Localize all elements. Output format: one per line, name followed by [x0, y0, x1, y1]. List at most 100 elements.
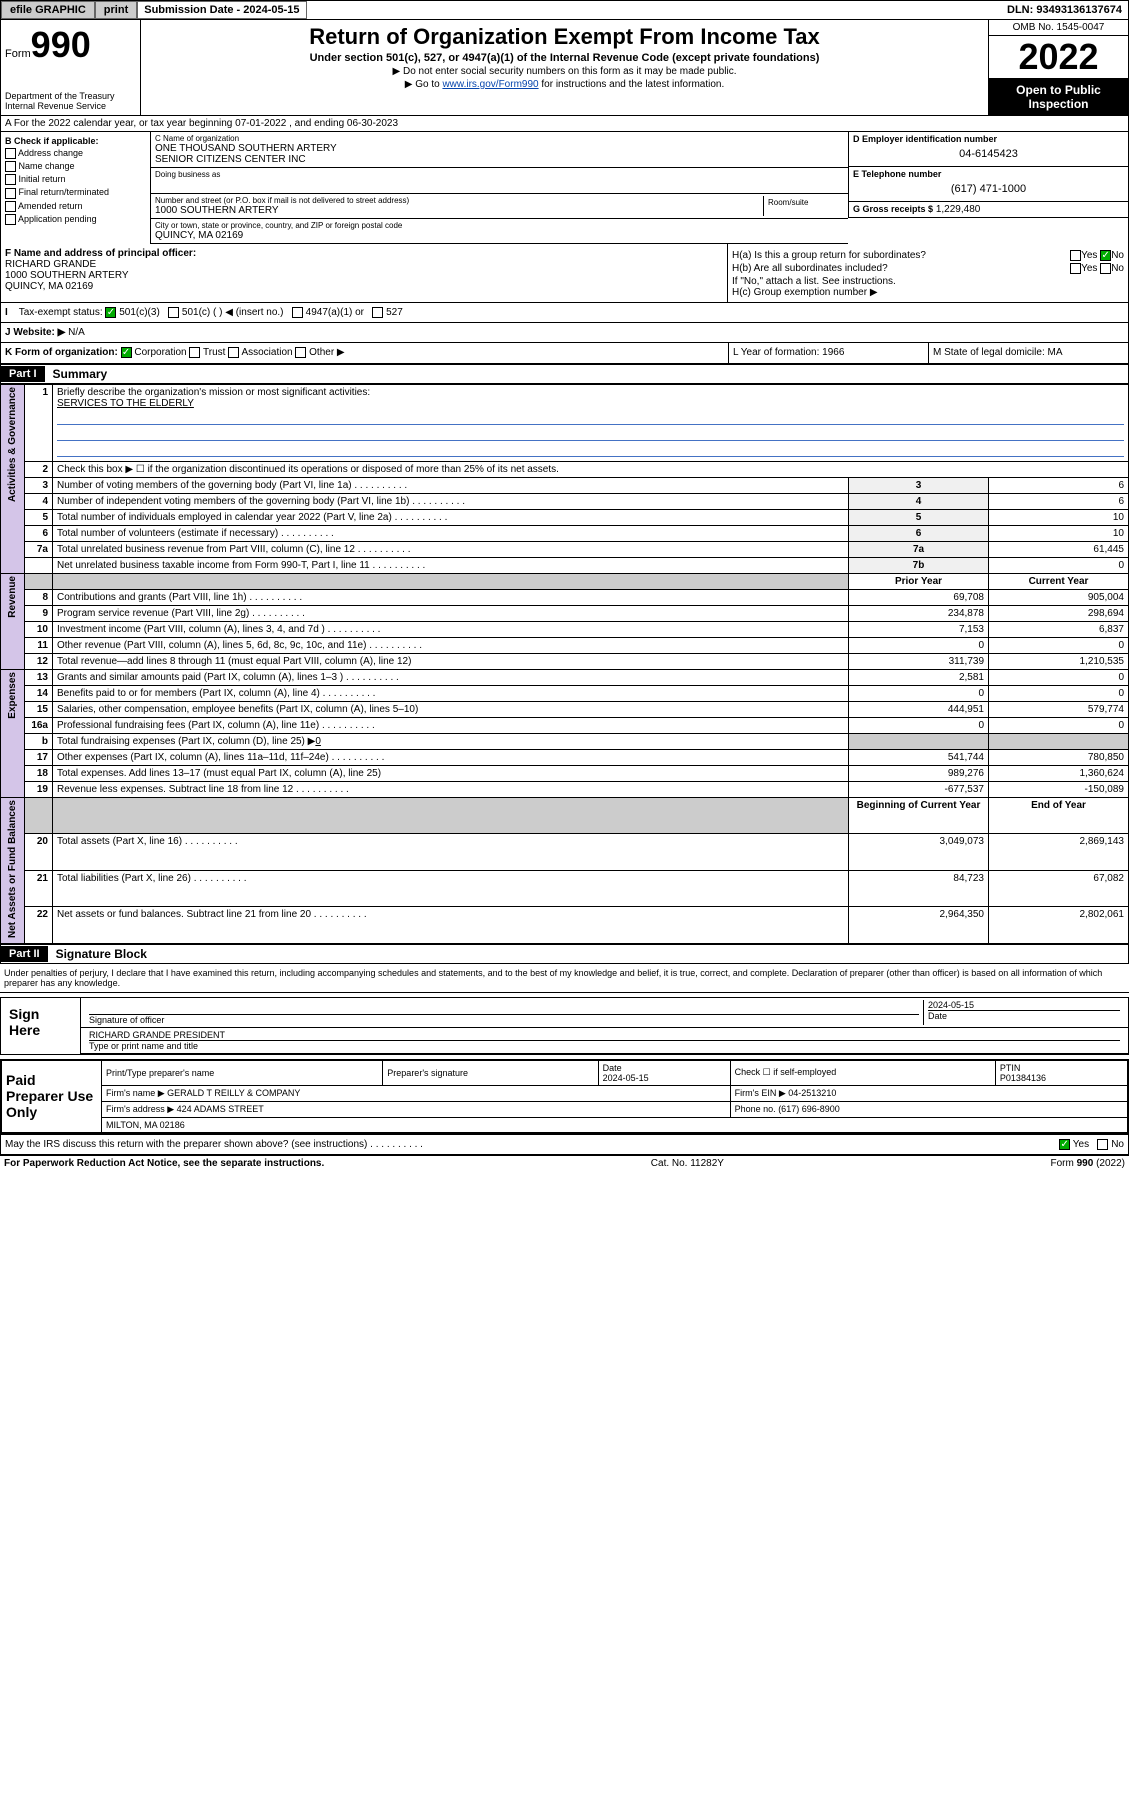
c12: 1,210,535 — [989, 653, 1129, 669]
chk-final-return[interactable] — [5, 188, 16, 199]
part1-num: Part I — [1, 366, 45, 382]
hb-yes[interactable] — [1070, 263, 1081, 274]
room-suite-label: Room/suite — [764, 196, 844, 216]
chk-address-change[interactable] — [5, 148, 16, 159]
sig-date: 2024-05-15 — [928, 1000, 1120, 1010]
ein-label: D Employer identification number — [853, 134, 1124, 144]
chk-501c3[interactable] — [105, 307, 116, 318]
part1-title: Summary — [45, 365, 116, 383]
c9: 298,694 — [989, 605, 1129, 621]
dln: DLN: 93493136137674 — [1001, 2, 1128, 18]
ha-label: H(a) Is this a group return for subordin… — [732, 250, 926, 261]
org-name: ONE THOUSAND SOUTHERN ARTERY SENIOR CITI… — [155, 143, 844, 165]
v7a: 61,445 — [989, 541, 1129, 557]
c8: 905,004 — [989, 589, 1129, 605]
chk-amended[interactable] — [5, 201, 16, 212]
ptin: P01384136 — [1000, 1073, 1046, 1083]
side-activities: Activities & Governance — [7, 387, 18, 502]
hb-note: If "No," attach a list. See instructions… — [732, 276, 1124, 287]
city-label: City or town, state or province, country… — [155, 221, 844, 230]
footer: For Paperwork Reduction Act Notice, see … — [0, 1155, 1129, 1171]
p22: 2,964,350 — [849, 907, 989, 944]
officer-addr1: 1000 SOUTHERN ARTERY — [5, 270, 723, 281]
chk-app-pending[interactable] — [5, 214, 16, 225]
p11: 0 — [849, 637, 989, 653]
chk-trust[interactable] — [189, 347, 200, 358]
part1-bar: Part I Summary — [0, 364, 1129, 384]
side-revenue: Revenue — [7, 576, 18, 618]
gross-receipts-label: G Gross receipts $ — [853, 204, 933, 214]
efile-badge: efile GRAPHIC — [1, 1, 95, 19]
dba-label: Doing business as — [155, 170, 844, 179]
p21: 84,723 — [849, 870, 989, 907]
chk-corp[interactable] — [121, 347, 132, 358]
p20: 3,049,073 — [849, 834, 989, 871]
p13: 2,581 — [849, 669, 989, 685]
p9: 234,878 — [849, 605, 989, 621]
chk-527[interactable] — [372, 307, 383, 318]
chk-4947[interactable] — [292, 307, 303, 318]
officer-label: F Name and address of principal officer: — [5, 248, 723, 259]
c15: 579,774 — [989, 701, 1129, 717]
c16a: 0 — [989, 717, 1129, 733]
c18: 1,360,624 — [989, 765, 1129, 781]
row-k: K Form of organization: Corporation Trus… — [0, 343, 1129, 363]
c22: 2,802,061 — [989, 907, 1129, 944]
mission: SERVICES TO THE ELDERLY — [57, 398, 194, 409]
paid-preparer-block: Paid Preparer Use Only Print/Type prepar… — [0, 1059, 1129, 1134]
c10: 6,837 — [989, 621, 1129, 637]
v3: 6 — [989, 477, 1129, 493]
chk-name-change[interactable] — [5, 161, 16, 172]
summary-table: Activities & Governance 1 Briefly descri… — [0, 384, 1129, 944]
prep-date: 2024-05-15 — [603, 1073, 649, 1083]
p8: 69,708 — [849, 589, 989, 605]
year-formation: L Year of formation: 1966 — [728, 343, 928, 362]
org-info-box: B Check if applicable: Address change Na… — [0, 132, 1129, 244]
state-domicile: M State of legal domicile: MA — [928, 343, 1128, 362]
part2-title: Signature Block — [48, 945, 155, 963]
penalty-text: Under penalties of perjury, I declare th… — [0, 964, 1129, 993]
org-name-label: C Name of organization — [155, 134, 844, 143]
v7b: 0 — [989, 557, 1129, 573]
firm-city: MILTON, MA 02186 — [102, 1117, 1128, 1132]
ha-no[interactable] — [1100, 250, 1111, 261]
c19: -150,089 — [989, 781, 1129, 797]
discuss-yes[interactable] — [1059, 1139, 1070, 1150]
discuss-row: May the IRS discuss this return with the… — [0, 1134, 1129, 1155]
col-b-checkboxes: B Check if applicable: Address change Na… — [1, 132, 151, 244]
street-address: 1000 SOUTHERN ARTERY — [155, 205, 763, 216]
v4: 6 — [989, 493, 1129, 509]
side-expenses: Expenses — [7, 672, 18, 719]
topbar: efile GRAPHIC print Submission Date - 20… — [0, 0, 1129, 20]
p16a: 0 — [849, 717, 989, 733]
chk-initial-return[interactable] — [5, 174, 16, 185]
chk-other[interactable] — [295, 347, 306, 358]
print-button[interactable]: print — [95, 1, 137, 19]
irs-link[interactable]: www.irs.gov/Form990 — [442, 79, 538, 90]
form-header: Form990 Department of the Treasury Inter… — [0, 20, 1129, 116]
chk-501c[interactable] — [168, 307, 179, 318]
row-fh: F Name and address of principal officer:… — [0, 244, 1129, 303]
discuss-no[interactable] — [1097, 1139, 1108, 1150]
hb-label: H(b) Are all subordinates included? — [732, 263, 888, 274]
gross-receipts: 1,229,480 — [936, 204, 981, 215]
footer-right: Form 990 (2022) — [1051, 1158, 1125, 1169]
form-subtitle: Under section 501(c), 527, or 4947(a)(1)… — [145, 52, 984, 64]
hb-no[interactable] — [1100, 263, 1111, 274]
part2-num: Part II — [1, 946, 48, 962]
v16b: 0 — [315, 736, 321, 747]
city-state-zip: QUINCY, MA 02169 — [155, 230, 844, 241]
p18: 989,276 — [849, 765, 989, 781]
p17: 541,744 — [849, 749, 989, 765]
row-a: A For the 2022 calendar year, or tax yea… — [0, 116, 1129, 132]
phone: (617) 471-1000 — [853, 179, 1124, 199]
p14: 0 — [849, 685, 989, 701]
chk-assoc[interactable] — [228, 347, 239, 358]
ha-yes[interactable] — [1070, 250, 1081, 261]
part2-bar: Part II Signature Block — [0, 944, 1129, 964]
form-note-2: ▶ Go to www.irs.gov/Form990 for instruct… — [145, 79, 984, 90]
website: N/A — [68, 327, 85, 338]
dba — [155, 179, 844, 191]
row-i: I Tax-exempt status: 501(c)(3) 501(c) ( … — [0, 303, 1129, 323]
row-j: J Website: ▶ N/A — [0, 323, 1129, 343]
